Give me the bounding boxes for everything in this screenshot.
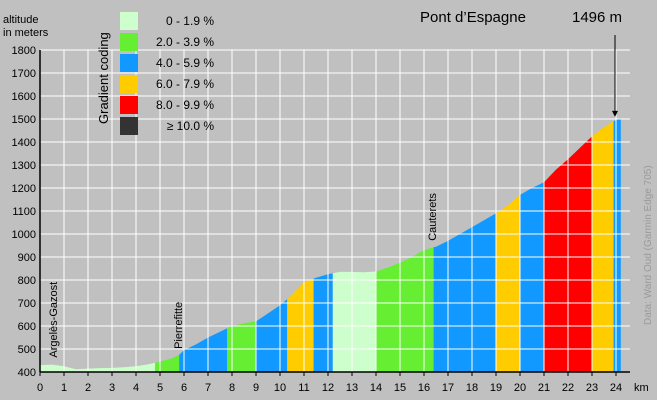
y-tick-label-1700: 1700 <box>12 68 36 80</box>
y-tick-label-600: 600 <box>18 321 36 333</box>
legend-swatch-1 <box>120 33 138 51</box>
x-tick-label-19: 19 <box>490 382 502 394</box>
x-tick-label-4: 4 <box>133 382 139 394</box>
summit-arrow-head <box>612 110 618 117</box>
y-tick-label-800: 800 <box>18 275 36 287</box>
place-label-cauterets: Cauterets <box>427 193 439 241</box>
x-tick-label-11: 11 <box>298 382 309 394</box>
gradient-segment-1 <box>155 354 180 372</box>
x-tick-label-12: 12 <box>322 382 334 394</box>
summit-arrow <box>612 35 618 117</box>
legend-label-2: 4.0 - 5.9 % <box>156 56 214 70</box>
y-tick-label-1100: 1100 <box>12 206 36 218</box>
y-tick-label-500: 500 <box>18 344 36 356</box>
legend-swatch-3 <box>120 75 138 93</box>
gradient-segment-8 <box>376 247 434 372</box>
y-tick-label-900: 900 <box>18 252 36 264</box>
y-axis-label-line2: in meters <box>3 27 49 39</box>
legend-swatch-5 <box>120 117 138 135</box>
legend-label-1: 2.0 - 3.9 % <box>156 35 214 49</box>
y-axis-label-line1: altitude <box>3 14 38 26</box>
y-tick-label-700: 700 <box>18 298 36 310</box>
place-label-pierrefitte: Pierrefitte <box>173 302 185 349</box>
x-tick-label-3: 3 <box>109 382 115 394</box>
data-credit: Data: Ward Oud (Garmin Edge 705) <box>643 165 654 325</box>
x-tick-label-10: 10 <box>274 382 286 394</box>
legend-swatch-4 <box>120 96 138 114</box>
x-tick-label-20: 20 <box>514 382 526 394</box>
gradient-segment-9 <box>433 213 496 372</box>
x-tick-label-8: 8 <box>229 382 235 394</box>
x-tick-label-7: 7 <box>205 382 211 394</box>
legend-label-4: 8.0 - 9.9 % <box>156 98 214 112</box>
legend-label-0: 0 - 1.9 % <box>166 14 214 28</box>
x-tick-label-24: 24 <box>610 382 622 394</box>
y-tick-label-1600: 1600 <box>12 91 36 103</box>
x-tick-label-21: 21 <box>538 382 550 394</box>
gradient-segment-2 <box>179 328 228 372</box>
gradient-segment-6 <box>313 273 333 372</box>
y-tick-label-1200: 1200 <box>12 183 36 195</box>
gradient-segment-11 <box>520 182 544 372</box>
y-tick-label-400: 400 <box>18 367 36 379</box>
x-tick-label-1: 1 <box>61 382 67 394</box>
x-tick-label-23: 23 <box>586 382 598 394</box>
x-tick-label-2: 2 <box>85 382 91 394</box>
x-tick-label-22: 22 <box>562 382 574 394</box>
y-tick-label-1000: 1000 <box>12 229 36 241</box>
x-tick-label-18: 18 <box>466 382 478 394</box>
x-tick-label-6: 6 <box>181 382 187 394</box>
legend-swatch-2 <box>120 54 138 72</box>
x-tick-label-9: 9 <box>253 382 259 394</box>
chart-title: Pont d’Espagne <box>420 9 526 26</box>
y-tick-label-1800: 1800 <box>12 45 36 57</box>
x-tick-label-0: 0 <box>37 382 43 394</box>
legend-title: Gradient coding <box>96 32 111 124</box>
x-axis-label: km <box>634 382 649 394</box>
gradient-segment-0 <box>40 362 156 372</box>
x-tick-label-5: 5 <box>157 382 163 394</box>
x-tick-label-14: 14 <box>370 382 382 394</box>
legend-label-3: 6.0 - 7.9 % <box>156 77 214 91</box>
y-tick-label-1400: 1400 <box>12 137 36 149</box>
gradient-segment-4 <box>256 299 288 372</box>
legend-label-5: ≥ 10.0 % <box>167 119 215 133</box>
gradient-segment-7 <box>332 271 376 372</box>
gradient-segment-14 <box>613 119 621 372</box>
gradient-segment-10 <box>496 194 520 372</box>
x-tick-label-16: 16 <box>418 382 430 394</box>
x-tick-label-17: 17 <box>442 382 454 394</box>
x-tick-label-13: 13 <box>346 382 358 394</box>
y-tick-label-1300: 1300 <box>12 160 36 172</box>
gradient-segment-13 <box>592 121 614 372</box>
legend-swatch-0 <box>120 12 138 30</box>
place-label-argelès-gazost: Argelès-Gazost <box>48 282 60 358</box>
y-tick-label-1500: 1500 <box>12 114 36 126</box>
x-tick-label-15: 15 <box>394 382 406 394</box>
gradient-segment-3 <box>227 321 256 372</box>
summit-altitude: 1496 m <box>572 9 622 26</box>
